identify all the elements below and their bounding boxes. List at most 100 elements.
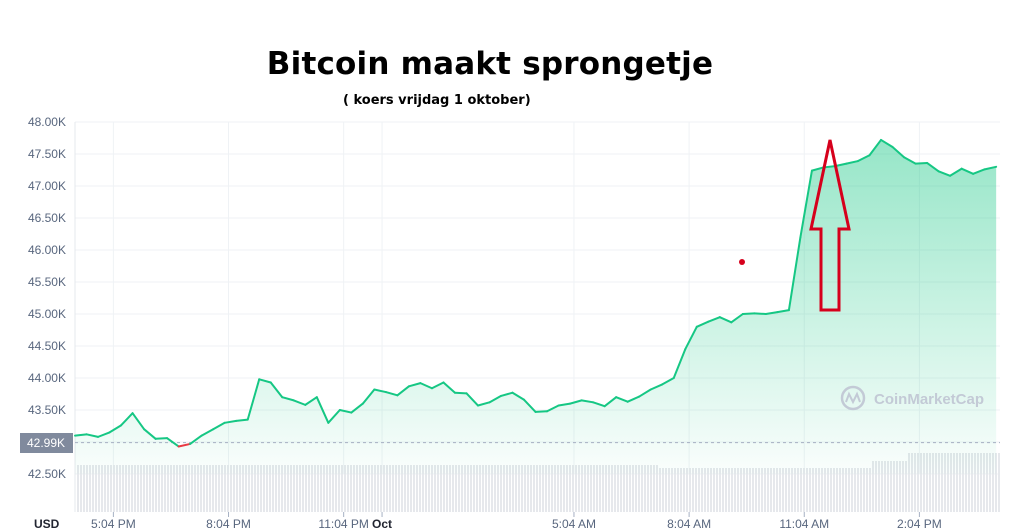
y-tick-label: 42.50K: [28, 467, 66, 481]
volume-bar: [866, 468, 868, 512]
volume-bar: [419, 465, 421, 512]
volume-bar: [806, 468, 808, 512]
volume-bar: [680, 468, 682, 512]
volume-bar: [185, 465, 187, 512]
volume-bar: [323, 465, 325, 512]
y-tick-label: 43.50K: [28, 403, 66, 417]
price-line-segment: [407, 382, 422, 388]
volume-bar: [650, 465, 652, 512]
volume-bar: [548, 465, 550, 512]
volume-bar: [236, 465, 238, 512]
volume-bar: [218, 465, 220, 512]
volume-bar: [233, 465, 235, 512]
volume-bar: [260, 465, 262, 512]
volume-bar: [713, 468, 715, 512]
price-line-segment: [258, 378, 272, 384]
volume-bar: [227, 465, 229, 512]
volume-bar: [245, 465, 247, 512]
volume-bar: [137, 465, 139, 512]
price-line-segment: [384, 391, 399, 397]
volume-bar: [614, 465, 616, 512]
volume-bar: [773, 468, 775, 512]
price-line-segment: [281, 396, 295, 402]
volume-bar: [707, 468, 709, 512]
price-line-segment: [143, 428, 157, 440]
price-line-segment: [154, 437, 169, 440]
price-line-segment: [799, 169, 813, 239]
volume-bar: [902, 461, 904, 512]
volume-bar: [767, 468, 769, 512]
volume-bar: [251, 465, 253, 512]
price-line-segment: [477, 401, 491, 407]
price-line-segment: [845, 160, 859, 165]
volume-bar: [296, 465, 298, 512]
volume-bar: [551, 465, 553, 512]
volume-bar: [446, 465, 448, 512]
volume-bar: [665, 468, 667, 512]
volume-bar: [488, 465, 490, 512]
volume-bar: [110, 465, 112, 512]
price-line-segment: [569, 399, 583, 405]
volume-bar: [272, 465, 274, 512]
volume-bar: [176, 465, 178, 512]
volume-bar: [164, 465, 166, 512]
volume-bar: [938, 453, 940, 512]
volume-bar: [677, 468, 679, 512]
volume-bar: [749, 468, 751, 512]
volume-bar: [737, 468, 739, 512]
price-line-segment: [856, 154, 871, 163]
volume-bar: [458, 465, 460, 512]
price-line-segment: [177, 442, 192, 448]
volume-bar: [968, 453, 970, 512]
volume-bar: [116, 465, 118, 512]
volume-bar: [554, 465, 556, 512]
volume-bar: [356, 465, 358, 512]
x-tick-label: 5:04 PM: [91, 517, 136, 531]
volume-bar: [719, 468, 721, 512]
volume-bar: [374, 465, 376, 512]
volume-bar: [989, 453, 991, 512]
volume-bar: [842, 468, 844, 512]
volume-bar: [410, 465, 412, 512]
volume-bar: [776, 468, 778, 512]
volume-bar: [131, 465, 133, 512]
volume-bar: [884, 461, 886, 512]
y-tick-label: 44.50K: [28, 339, 66, 353]
price-line-segment: [488, 394, 503, 404]
volume-bar: [80, 465, 82, 512]
volume-bar: [473, 465, 475, 512]
coinmarketcap-logo-icon: [840, 385, 866, 411]
volume-bar: [308, 465, 310, 512]
volume-bar: [413, 465, 415, 512]
volume-bar: [104, 465, 106, 512]
volume-bar: [242, 465, 244, 512]
current-price-tag: 42.99K: [20, 433, 73, 453]
volume-bar: [206, 465, 208, 512]
volume-bar: [794, 468, 796, 512]
price-line-segment: [350, 402, 364, 414]
volume-bar: [83, 465, 85, 512]
price-line-segment: [74, 433, 88, 437]
annotation-dot: [739, 259, 745, 265]
price-line-segment: [465, 392, 480, 407]
price-line-segment: [787, 236, 802, 312]
volume-bar: [230, 465, 232, 512]
volume-bar: [188, 465, 190, 512]
volume-bar: [578, 465, 580, 512]
y-tick-label: 47.00K: [28, 179, 66, 193]
x-axis: 5:04 PM 8:04 PM 11:04 PM Oct 5:04 AM 8:04 AM 1…: [91, 512, 942, 531]
volume-bar: [437, 465, 439, 512]
volume-bar: [623, 465, 625, 512]
volume-bar: [494, 465, 496, 512]
volume-bar: [671, 468, 673, 512]
volume-bar: [920, 453, 922, 512]
volume-bar: [422, 465, 424, 512]
price-line-segment: [523, 398, 537, 413]
volume-bar: [929, 453, 931, 512]
volume-bar: [824, 468, 826, 512]
volume-bar: [626, 465, 628, 512]
volume-bar: [815, 468, 817, 512]
price-line-segment: [166, 437, 180, 448]
volume-bar: [167, 465, 169, 512]
